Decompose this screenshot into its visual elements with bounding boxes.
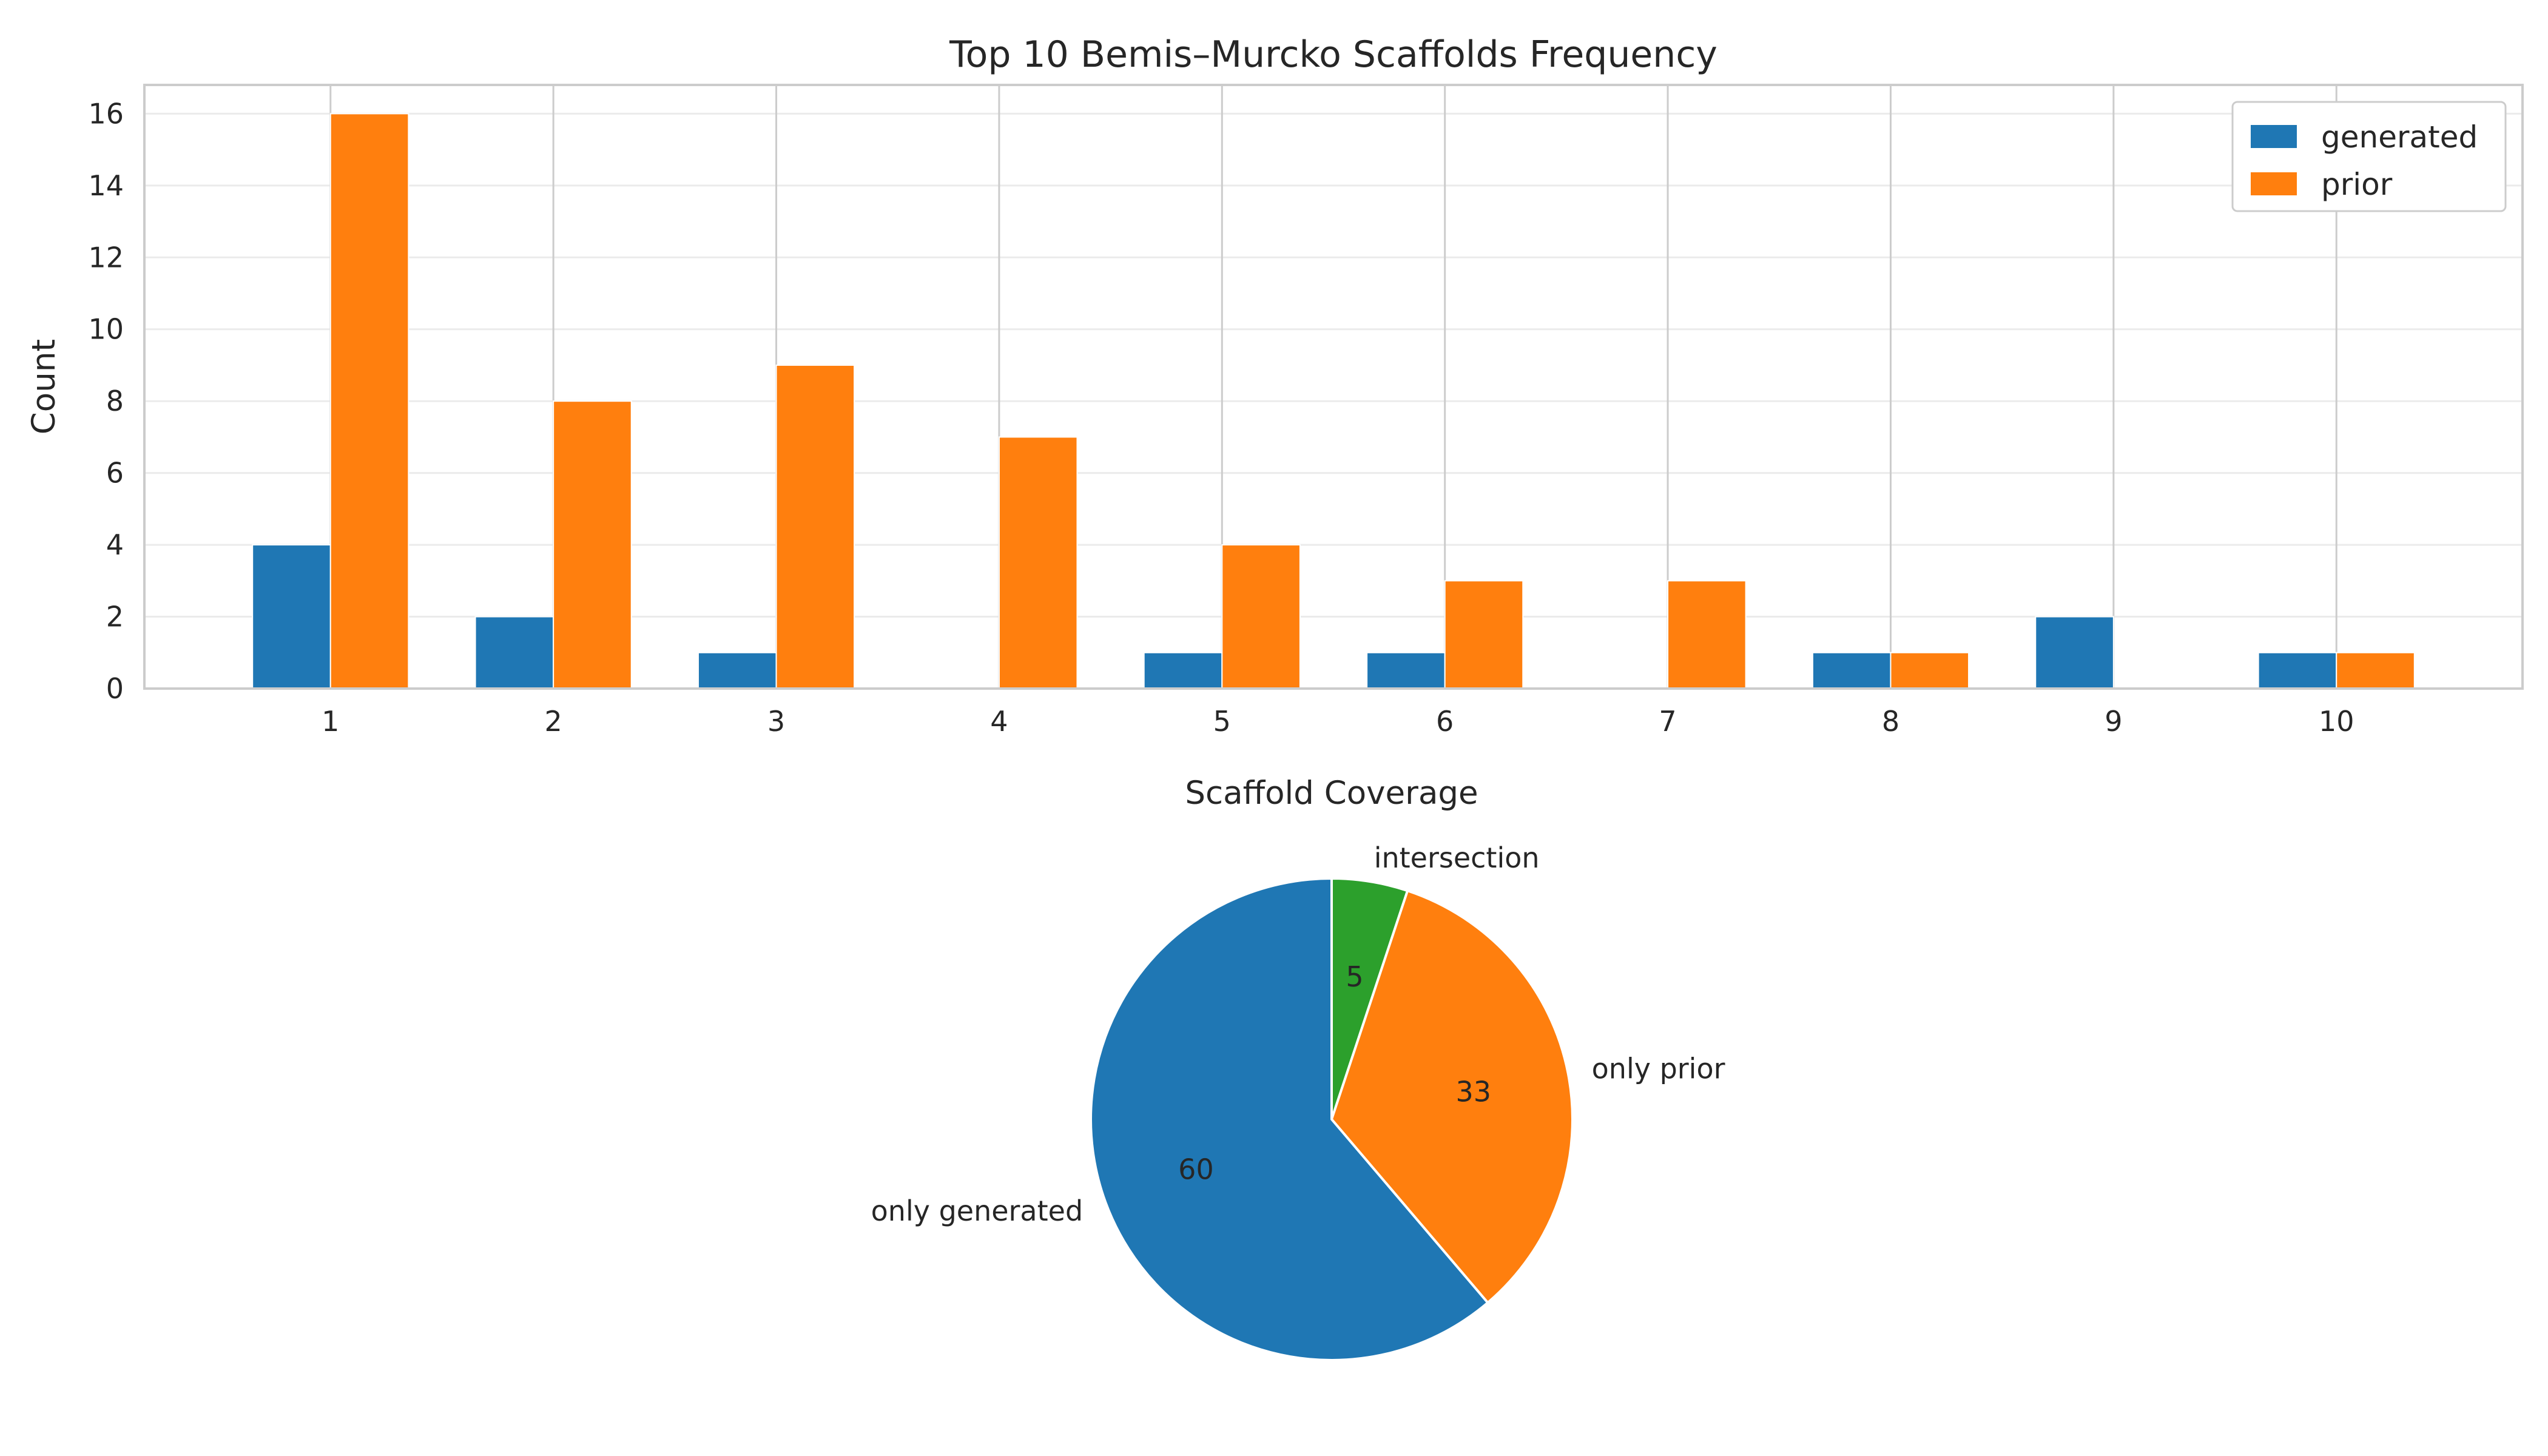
pie-labels: 5 intersection 33 only prior 60 only generate… — [871, 841, 1725, 1227]
bar-generated-9 — [2035, 616, 2114, 689]
pie-slice-only-generated — [1090, 877, 1489, 1361]
bar-generated-2 — [474, 616, 554, 689]
pie-chart: Scaffold Coverage 5 intersection 33 only pr… — [871, 775, 1725, 1361]
pie-value-intersection: 5 — [1346, 960, 1363, 993]
bar-prior-7 — [1667, 580, 1747, 689]
bar-generated-5 — [1143, 652, 1223, 689]
x-tick-label: 1 — [322, 705, 339, 738]
y-tick-label: 12 — [88, 241, 124, 274]
pie-label-only-prior: only prior — [1592, 1053, 1725, 1085]
x-tick-label: 6 — [1436, 705, 1454, 738]
x-tick-label: 4 — [990, 705, 1008, 738]
y-tick-label: 14 — [88, 169, 124, 202]
legend-label-prior: prior — [2321, 167, 2393, 202]
pie-slices — [1090, 877, 1574, 1361]
x-tick-label: 8 — [1882, 705, 1899, 738]
pie-value-only-generated: 60 — [1178, 1153, 1214, 1185]
y-tick-label: 16 — [88, 97, 124, 130]
bar-marks — [252, 113, 2415, 690]
x-tick-label: 9 — [2105, 705, 2122, 738]
legend: generated prior — [2231, 101, 2507, 212]
bar-prior-1 — [329, 113, 410, 689]
y-tick-label: 8 — [106, 385, 124, 417]
bar-prior-6 — [1444, 580, 1524, 689]
x-tick-label: 5 — [1213, 705, 1231, 738]
y-tick-label: 4 — [106, 528, 124, 561]
y-tick-label: 6 — [106, 457, 124, 490]
x-tick-label: 3 — [767, 705, 785, 738]
x-tick-label: 2 — [545, 705, 562, 738]
bar-prior-8 — [1890, 652, 1970, 689]
y-tick-label: 2 — [106, 601, 124, 633]
x-tick-label: 7 — [1659, 705, 1676, 738]
y-tick-label: 0 — [106, 672, 124, 705]
legend-box — [2231, 101, 2507, 212]
pie-chart-title: Scaffold Coverage — [1185, 775, 1478, 812]
bar-prior-10 — [2336, 652, 2415, 689]
y-tick-label: 10 — [88, 313, 124, 346]
legend-swatch-prior — [2251, 172, 2297, 195]
y-axis-label: Count — [25, 339, 62, 434]
pie-label-intersection: intersection — [1374, 841, 1540, 874]
pie-slice-only-prior — [1330, 889, 1574, 1304]
bar-generated-6 — [1366, 652, 1446, 689]
bar-plot-frame — [143, 84, 2524, 690]
legend-label-generated: generated — [2321, 120, 2478, 155]
x-tick-label: 10 — [2319, 705, 2354, 738]
bar-generated-10 — [2257, 652, 2337, 689]
x-tick-labels: 1 2 3 4 5 6 7 8 9 10 — [322, 705, 2354, 738]
pie-value-only-prior: 33 — [1456, 1075, 1492, 1108]
bar-prior-3 — [775, 364, 855, 689]
legend-swatch-generated — [2251, 125, 2297, 148]
bar-generated-8 — [1812, 652, 1892, 689]
bar-chart-title: Top 10 Bemis–Murcko Scaffolds Frequency — [949, 33, 1717, 76]
bar-chart: Top 10 Bemis–Murcko Scaffolds Frequency … — [25, 33, 2524, 738]
bar-generated-3 — [697, 652, 777, 689]
bar-prior-5 — [1221, 544, 1301, 689]
pie-label-only-generated: only generated — [871, 1195, 1084, 1227]
bar-prior-4 — [998, 436, 1078, 690]
bar-prior-2 — [553, 400, 632, 689]
y-tick-labels: 0 2 4 6 8 10 12 14 16 — [88, 97, 124, 705]
bar-generated-1 — [252, 544, 331, 689]
